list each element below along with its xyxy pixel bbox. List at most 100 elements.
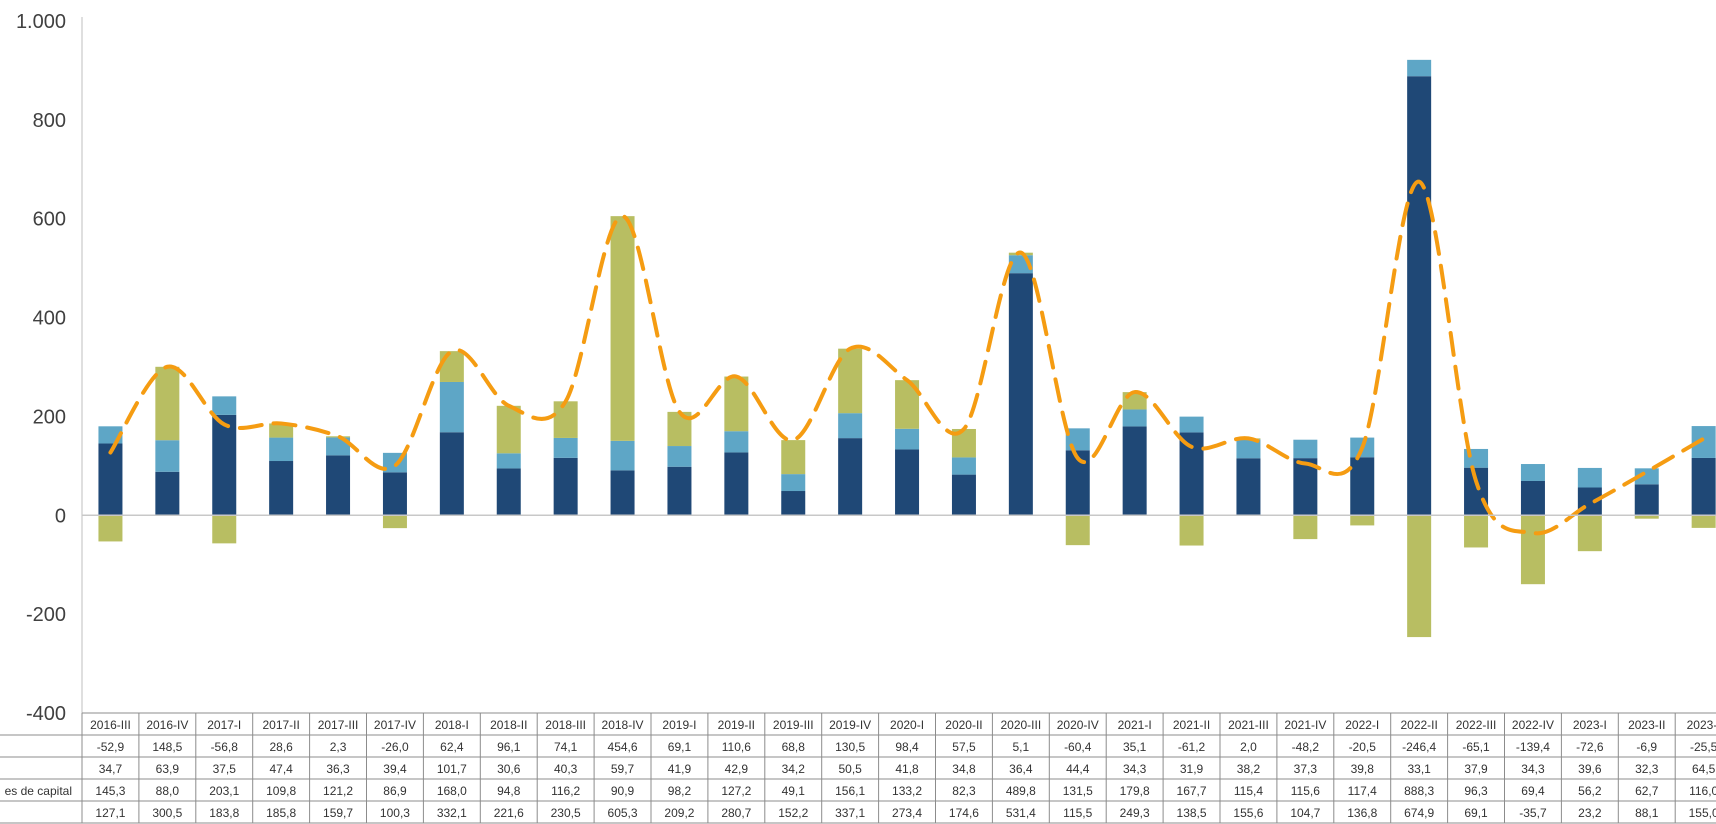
bar-segment (1122, 426, 1147, 516)
x-tick-label: 2017-I (207, 718, 241, 732)
table-cell: 115,4 (1234, 784, 1263, 798)
bar-segment (1577, 515, 1602, 552)
table-cell: 39,4 (383, 762, 407, 776)
x-tick-label: 2021-IV (1284, 718, 1326, 732)
table-cell: -61,2 (1178, 740, 1206, 754)
table-cell: 28,6 (269, 740, 293, 754)
bar-segment (496, 405, 521, 454)
table-cell: 131,5 (1063, 784, 1093, 798)
bar-segment (1691, 457, 1716, 516)
x-tick-label: 2019-II (718, 718, 755, 732)
table-cell: 674,9 (1404, 806, 1434, 820)
bar-segment (724, 376, 749, 432)
table-cell: 136,8 (1347, 806, 1377, 820)
table-cell: 183,8 (209, 806, 239, 820)
table-cell: -52,9 (97, 740, 125, 754)
bar-segment (1236, 458, 1261, 516)
bar-segment (895, 449, 920, 516)
table-cell: 40,3 (554, 762, 578, 776)
table-cell: 42,9 (725, 762, 749, 776)
x-tick-label: 2021-III (1228, 718, 1269, 732)
x-tick-label: 2021-II (1173, 718, 1210, 732)
table-cell: 41,8 (895, 762, 919, 776)
table-cell: 273,4 (892, 806, 922, 820)
y-tick-label: 1.000 (16, 11, 66, 33)
bar-segment (724, 431, 749, 453)
x-tick-label: 2017-III (318, 718, 359, 732)
x-tick-label: 2023-I (1573, 718, 1607, 732)
bar-segment (1236, 439, 1261, 459)
bar-segment (1122, 409, 1147, 427)
bar-segment (382, 472, 407, 516)
total-line (108, 179, 1706, 536)
table-cell: 63,9 (156, 762, 180, 776)
x-tick-label: 2016-III (90, 718, 131, 732)
bar-segment (1634, 484, 1659, 516)
table-cell: 280,7 (721, 806, 751, 820)
table-cell: -246,4 (1402, 740, 1436, 754)
y-tick-label: 0 (55, 505, 66, 527)
table-cell: 133,2 (892, 784, 922, 798)
table-cell: 116,2 (551, 784, 580, 798)
bar-segment (1634, 515, 1659, 519)
table-cell: 100,3 (380, 806, 410, 820)
x-tick-label: 2022-II (1400, 718, 1437, 732)
table-cell: 152,2 (778, 806, 808, 820)
table-cell: 121,2 (323, 784, 353, 798)
x-tick-label: 2020-IV (1057, 718, 1099, 732)
table-cell: 155,0 (1689, 806, 1716, 820)
table-cell: 50,5 (838, 762, 862, 776)
data-table: 2016-III 2016-IV 2017-I 2017-II 2017-III 2017… (0, 712, 1716, 824)
x-tick-label: 2016-IV (146, 718, 188, 732)
table-cell: 98,4 (895, 740, 919, 754)
table-cell: 300,5 (152, 806, 182, 820)
bar-segment (1520, 515, 1545, 585)
table-cell: -6,9 (1636, 740, 1657, 754)
bar-segment (724, 452, 749, 516)
table-cell: -20,5 (1349, 740, 1377, 754)
total-line-path (108, 179, 1706, 536)
bar-segment (610, 216, 635, 441)
table-cell: 167,7 (1177, 784, 1207, 798)
table-cell: 337,1 (835, 806, 865, 820)
bar-segment (1407, 515, 1432, 638)
table-cell: 117,4 (1348, 784, 1377, 798)
x-tick-label: 2020-III (1000, 718, 1041, 732)
table-cell: 116,0 (1689, 784, 1716, 798)
table-cell: 59,7 (611, 762, 635, 776)
y-tick-label: 600 (33, 209, 66, 231)
bar-segment (1350, 457, 1375, 516)
table-cell: -139,4 (1516, 740, 1550, 754)
bar-segment (1407, 59, 1432, 77)
table-cell: 64,5 (1692, 762, 1716, 776)
bar-segment (269, 423, 294, 438)
bar-segment (269, 437, 294, 462)
table-cell: 115,6 (1291, 784, 1320, 798)
bar-segment (212, 414, 237, 516)
table-cell: 68,8 (782, 740, 806, 754)
table-cell: 454,6 (608, 740, 638, 754)
table-cell: 90,9 (611, 784, 635, 798)
table-cell: 96,3 (1464, 784, 1488, 798)
bar-segment (1179, 416, 1204, 433)
x-tick-label: 2020-II (945, 718, 982, 732)
bar-segment (496, 468, 521, 516)
bar-segment (895, 428, 920, 450)
table-cell: 82,3 (952, 784, 976, 798)
x-tick-label: 2018-IV (602, 718, 644, 732)
table-cell: 57,5 (952, 740, 976, 754)
table-cell: 115,5 (1063, 806, 1092, 820)
table-cell: 179,8 (1120, 784, 1150, 798)
table-cell: 88,0 (156, 784, 180, 798)
bar-segment (439, 381, 464, 433)
y-tick-label: 800 (33, 110, 66, 132)
bar-segment (553, 437, 578, 458)
bar-segment (951, 457, 976, 475)
table-cell: -48,2 (1292, 740, 1320, 754)
table-cell: 34,3 (1123, 762, 1147, 776)
table-cell: 39,6 (1578, 762, 1602, 776)
table-cell: 49,1 (782, 784, 806, 798)
x-tick-label: 2017-II (262, 718, 299, 732)
x-tick-label: 2018-II (490, 718, 527, 732)
bar-segment (155, 471, 180, 516)
